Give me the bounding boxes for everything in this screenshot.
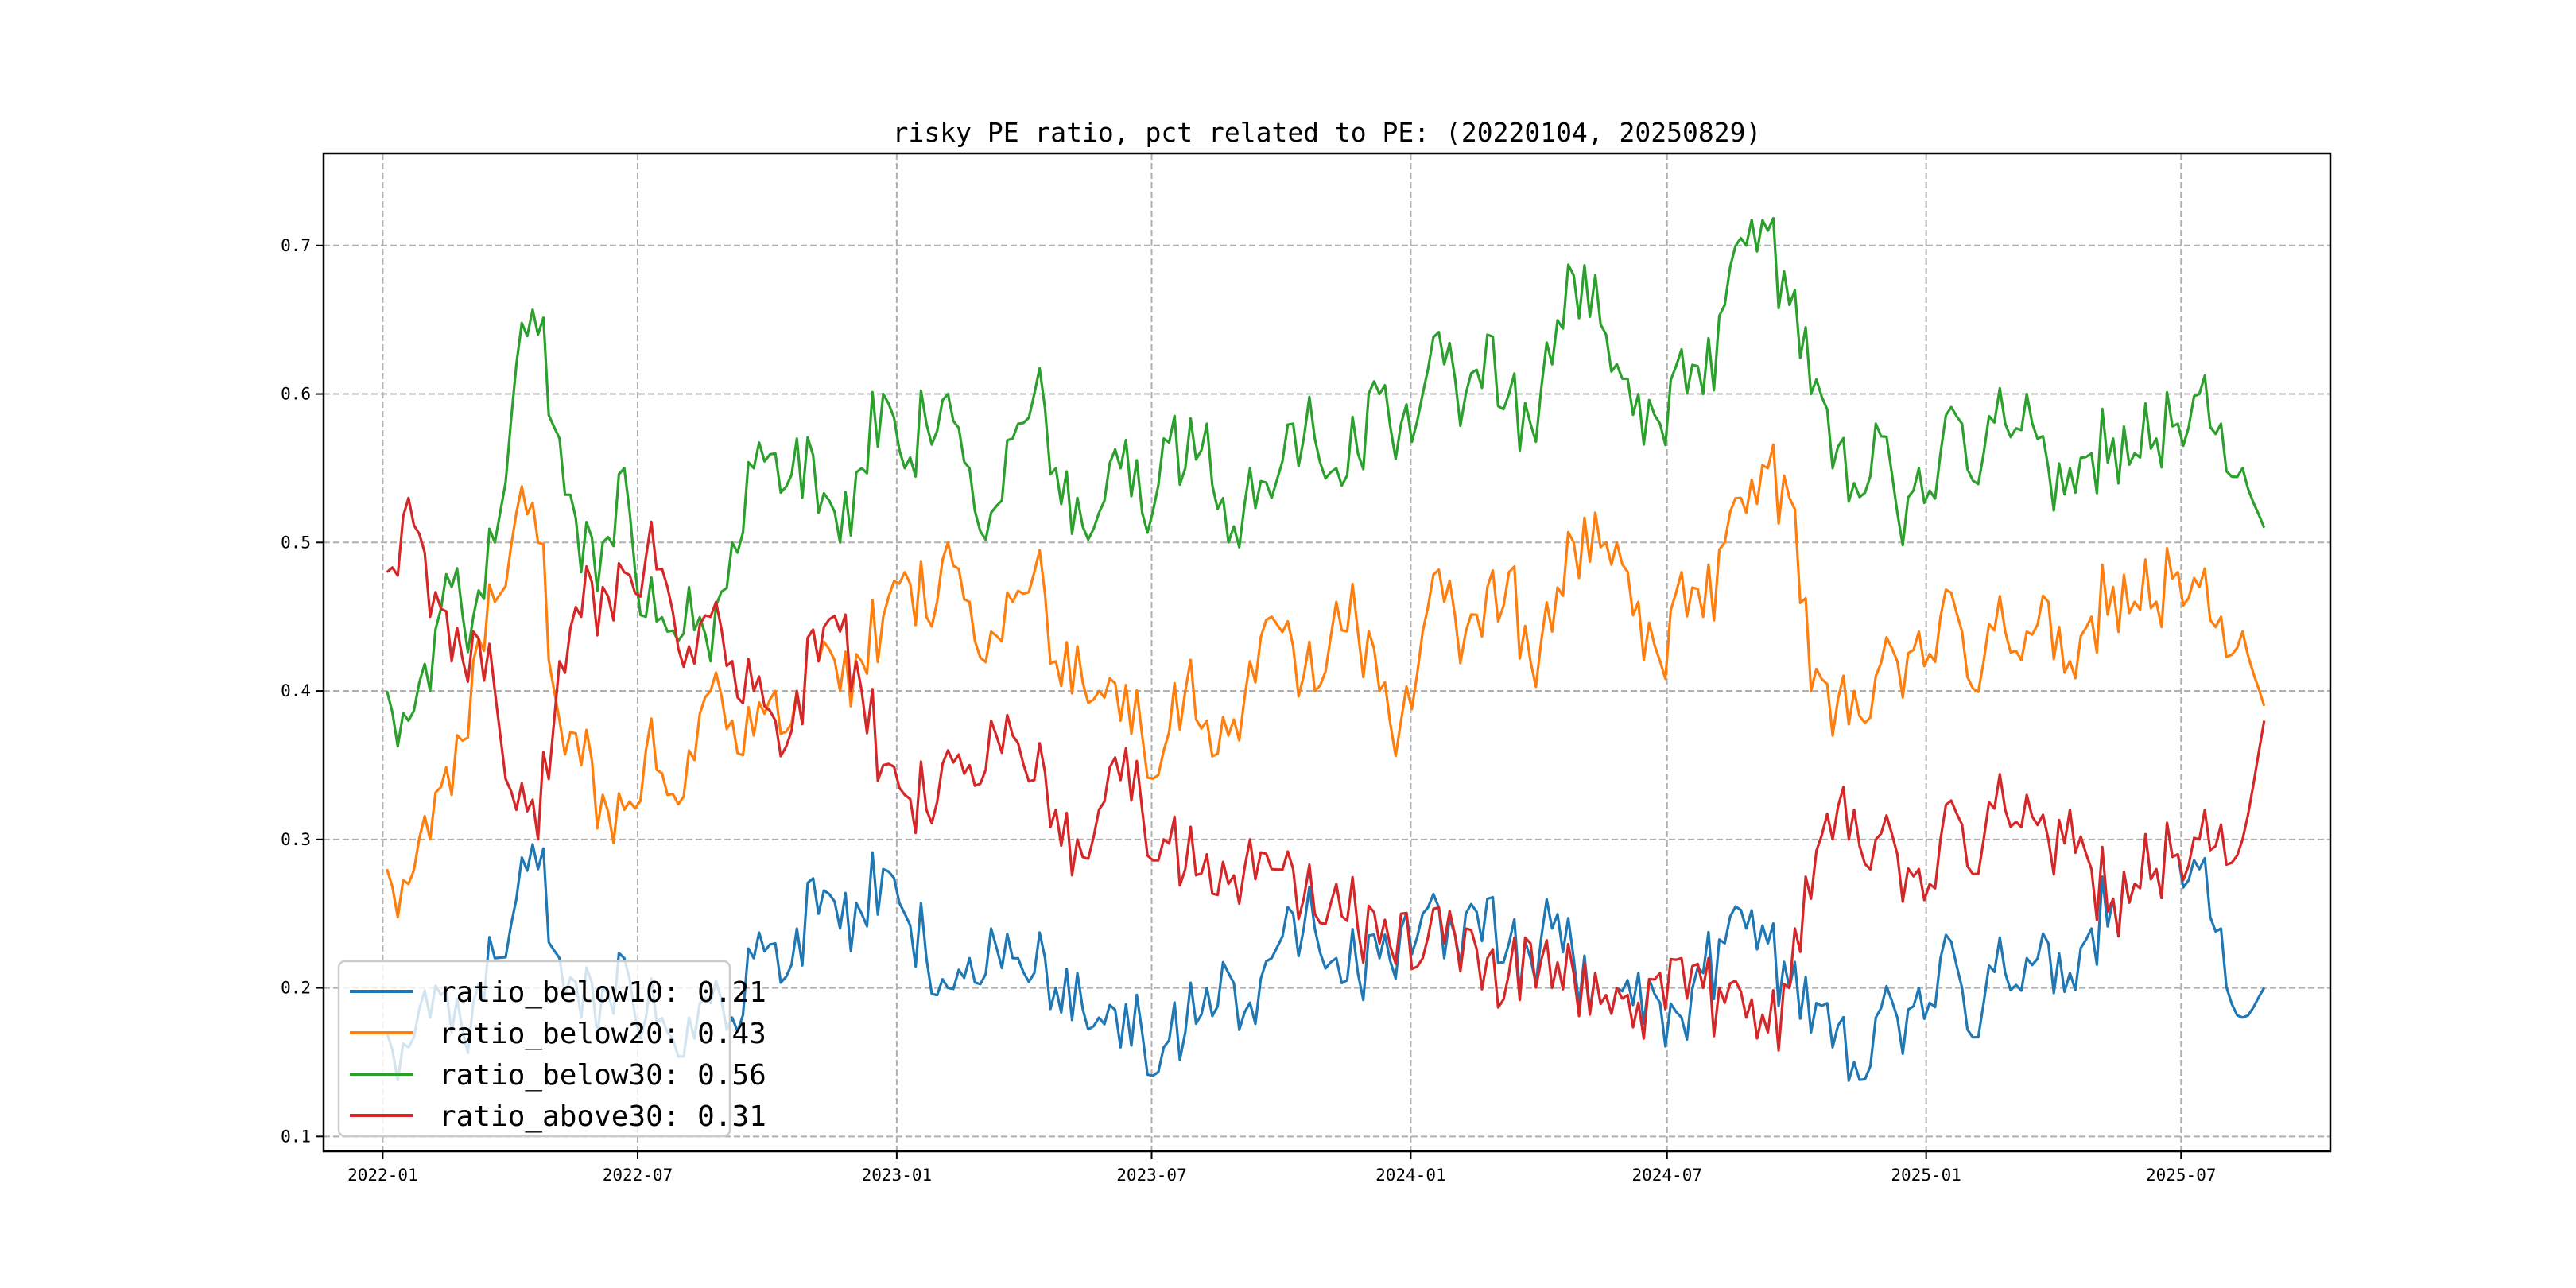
y-tick-label: 0.4 (281, 681, 311, 700)
legend-label: ratio_below10: 0.21 (439, 976, 766, 1009)
x-tick-label: 2025-07 (2146, 1166, 2217, 1185)
y-tick-label: 0.7 (281, 236, 311, 255)
y-tick-label: 0.6 (281, 385, 311, 404)
series-line-ratio-above30 (386, 496, 2266, 1052)
x-tick-label: 2023-01 (862, 1166, 933, 1185)
chart-title: risky PE ratio, pct related to PE: (2022… (893, 117, 1762, 148)
legend: ratio_below10: 0.21 ratio_below20: 0.43 ra… (337, 960, 766, 1138)
plot-frame (322, 152, 2332, 1153)
y-tick-label: 0.2 (281, 979, 311, 998)
x-tick-label: 2025-01 (1891, 1166, 1961, 1185)
x-tick-label: 2022-01 (347, 1166, 418, 1185)
legend-label: ratio_below30: 0.56 (439, 1059, 766, 1092)
legend-label: ratio_above30: 0.31 (439, 1100, 766, 1133)
x-tick-label: 2024-01 (1375, 1166, 1446, 1185)
x-tick-label: 2023-07 (1116, 1166, 1187, 1185)
y-tick-label: 0.1 (281, 1127, 311, 1146)
series-line-ratio-below30 (386, 216, 2266, 748)
x-tick-label: 2022-07 (603, 1166, 673, 1185)
y-tick-label: 0.5 (281, 533, 311, 552)
series-lines (386, 216, 2266, 1082)
y-tick-label: 0.3 (281, 830, 311, 849)
legend-box (337, 960, 731, 1138)
x-tick-label: 2024-07 (1631, 1166, 1702, 1185)
series-line-ratio-below20 (386, 443, 2266, 919)
legend-label: ratio_below20: 0.43 (439, 1018, 766, 1050)
axis-ticks: 2022-01 2022-07 2023-01 2023-07 2024-01 2024-… (281, 236, 2216, 1185)
